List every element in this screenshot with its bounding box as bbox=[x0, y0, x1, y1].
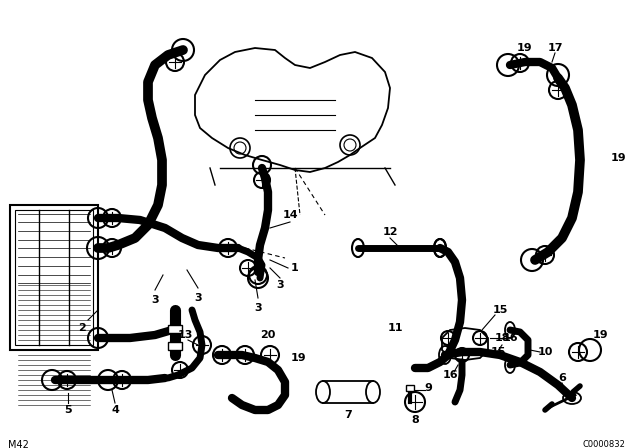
Text: 19: 19 bbox=[592, 330, 608, 340]
Text: 15: 15 bbox=[490, 347, 506, 357]
Bar bbox=[168, 325, 182, 333]
Text: M42: M42 bbox=[8, 440, 29, 448]
Text: 18: 18 bbox=[494, 333, 509, 343]
Text: 12: 12 bbox=[382, 227, 397, 237]
Text: 11: 11 bbox=[387, 323, 403, 333]
Text: 3: 3 bbox=[254, 303, 262, 313]
Text: C0000832: C0000832 bbox=[582, 440, 625, 448]
Text: 3: 3 bbox=[194, 293, 202, 303]
Text: 17: 17 bbox=[547, 43, 563, 53]
Text: 16: 16 bbox=[442, 370, 458, 380]
Text: 5: 5 bbox=[64, 405, 72, 415]
Text: 3: 3 bbox=[151, 295, 159, 305]
Text: 19: 19 bbox=[610, 153, 626, 163]
Bar bbox=[406, 385, 414, 391]
Bar bbox=[10, 205, 98, 350]
Text: 8: 8 bbox=[411, 415, 419, 425]
Text: 19: 19 bbox=[517, 43, 533, 53]
Bar bbox=[15, 210, 93, 345]
Text: 13: 13 bbox=[177, 330, 193, 340]
Text: 7: 7 bbox=[344, 410, 352, 420]
Text: 20: 20 bbox=[260, 330, 276, 340]
Text: 4: 4 bbox=[111, 405, 119, 415]
Text: 19: 19 bbox=[290, 353, 306, 363]
Text: 3: 3 bbox=[276, 280, 284, 290]
Bar bbox=[168, 342, 182, 350]
Text: 15: 15 bbox=[492, 305, 508, 315]
Text: 14: 14 bbox=[282, 210, 298, 220]
Text: 10: 10 bbox=[538, 347, 553, 357]
Text: 9: 9 bbox=[424, 383, 432, 393]
Text: 1: 1 bbox=[291, 263, 299, 273]
Text: 6: 6 bbox=[558, 373, 566, 383]
Text: 2: 2 bbox=[78, 323, 86, 333]
Text: 16: 16 bbox=[502, 333, 518, 343]
